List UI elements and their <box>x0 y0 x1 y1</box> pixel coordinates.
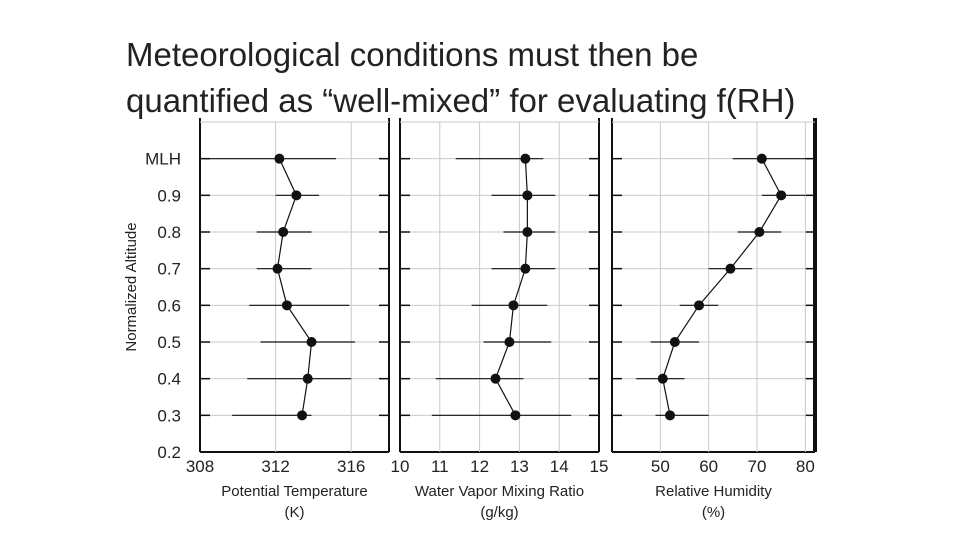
panel-2-xtick-label-2: 12 <box>470 457 489 476</box>
ytick-label-8: 0.2 <box>157 443 181 462</box>
panel-1-xtick-label-1: 312 <box>261 457 289 476</box>
panel-2-data-point-1 <box>522 190 533 201</box>
panel-1-xlabel: Potential Temperature <box>221 483 367 500</box>
panel-2-xtick-label-1: 11 <box>431 457 449 476</box>
panel-2-xlabel: Water Vapor Mixing Ratio <box>415 483 584 500</box>
slide-title-line-1: Meteorological conditions must then be <box>126 36 699 73</box>
panel-3-data-point-1 <box>776 190 787 201</box>
panel-3-data-point-2 <box>754 227 765 237</box>
ytick-label-1: 0.9 <box>157 186 181 205</box>
panel-3-data-point-3 <box>725 263 736 274</box>
panel-3-xtick-label-0: 50 <box>651 457 670 476</box>
panel-1-data-point-2 <box>278 227 289 237</box>
panel-2-data-point-4 <box>508 300 519 311</box>
panel-2-data-point-5 <box>504 337 515 347</box>
panel-3-profile-line <box>662 158 782 416</box>
panel-2-data-point-0 <box>520 153 531 164</box>
panel-2-data-point-7 <box>510 410 521 421</box>
ytick-label-5: 0.5 <box>157 333 181 352</box>
panel-1-xtick-label-2: 316 <box>337 457 365 476</box>
panel-1-data-point-6 <box>302 373 313 384</box>
panel-2-xlabel-units: (g/kg) <box>480 504 518 521</box>
panel-2-xtick-label-4: 14 <box>550 457 569 476</box>
panel-1-data-point-4 <box>281 300 292 311</box>
ytick-label-7: 0.3 <box>157 406 181 425</box>
ylabel: Normalized Altitude <box>123 222 140 351</box>
panel-1-data-point-5 <box>306 337 317 347</box>
panel-2-xtick-label-3: 13 <box>510 457 529 476</box>
panel-3-data-point-6 <box>657 373 668 384</box>
slide-title-line-2: quantified as “well-mixed” for evaluatin… <box>126 82 796 119</box>
panel-3-data-point-0 <box>756 153 767 164</box>
panel-2-profile-line <box>494 158 528 416</box>
panel-1-data-point-0 <box>274 153 285 164</box>
panel-3-xtick-label-2: 70 <box>748 457 767 476</box>
panel-2-xtick-label-5: 15 <box>590 457 609 476</box>
panel-3-data-point-4 <box>694 300 704 311</box>
panel-2-data-point-3 <box>520 263 531 274</box>
panel-1-data-point-1 <box>291 190 302 201</box>
panel-1-data-point-3 <box>272 263 283 274</box>
ytick-label-3: 0.7 <box>157 260 181 279</box>
panel-1-profile-line <box>276 158 313 416</box>
ytick-label-4: 0.6 <box>157 296 181 315</box>
panel-3-data-point-7 <box>665 410 675 421</box>
panel-3-xtick-label-1: 60 <box>699 457 718 476</box>
panel-3-xtick-label-3: 80 <box>796 457 815 476</box>
slide-title: Meteorological conditions must then be q… <box>126 32 926 124</box>
ytick-label-2: 0.8 <box>157 223 181 242</box>
panel-1-xtick-label-0: 308 <box>186 457 214 476</box>
panel-2-data-point-6 <box>490 373 501 384</box>
panel-3-data-point-5 <box>669 337 680 347</box>
panel-2-xtick-label-0: 10 <box>391 457 410 476</box>
panel-1-data-point-7 <box>297 410 308 421</box>
ytick-label-6: 0.4 <box>157 370 181 389</box>
panel-3-xlabel: Relative Humidity <box>655 483 772 500</box>
panel-1-xlabel-units: (K) <box>285 504 305 521</box>
ytick-label-0: MLH <box>145 150 181 169</box>
panel-3-xlabel-units: (%) <box>702 504 725 521</box>
panel-2-data-point-2 <box>522 227 533 237</box>
